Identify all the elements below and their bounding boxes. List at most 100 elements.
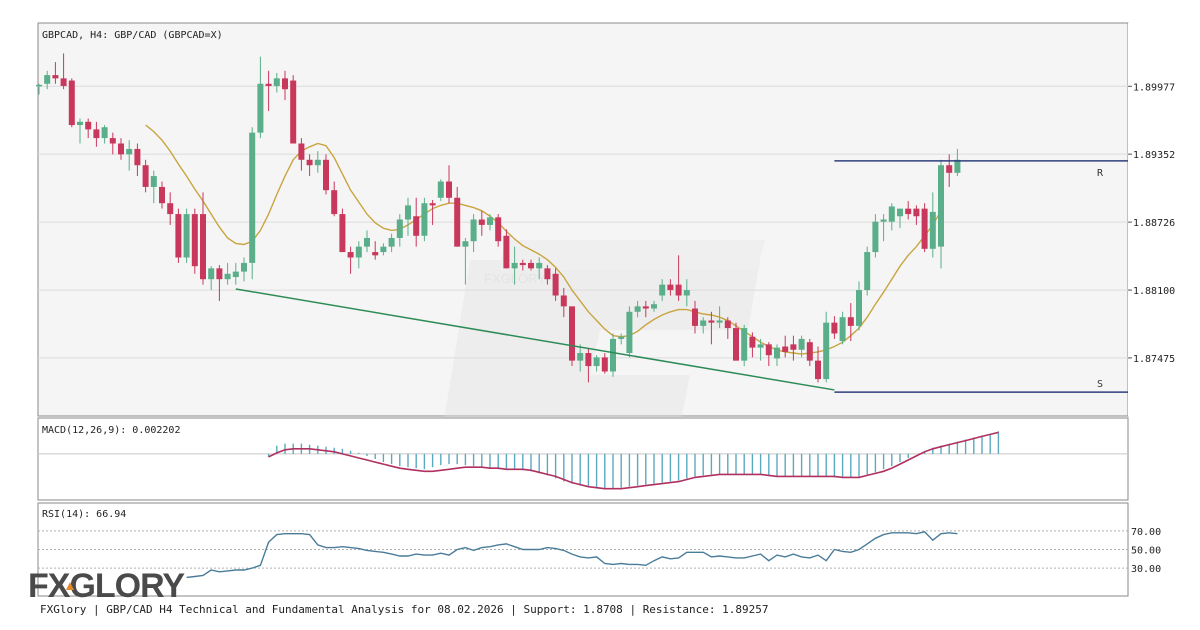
candle-body bbox=[741, 328, 748, 361]
bullish-candle bbox=[880, 214, 887, 242]
bearish-candle bbox=[372, 241, 379, 260]
candle-body bbox=[60, 78, 67, 86]
bearish-candle bbox=[109, 132, 116, 155]
bearish-candle bbox=[331, 181, 338, 217]
candle-body bbox=[364, 237, 370, 247]
price-tick-label: 1.87475 bbox=[1133, 354, 1175, 365]
candle-body bbox=[503, 235, 510, 269]
bullish-candle bbox=[577, 344, 584, 372]
price-tick-label: 1.89977 bbox=[1133, 82, 1175, 93]
candle-body bbox=[929, 211, 936, 249]
bullish-candle bbox=[380, 243, 387, 256]
candle-body bbox=[265, 83, 272, 86]
footer-support: Support: 1.8708 bbox=[523, 603, 623, 616]
candle-body bbox=[618, 336, 625, 339]
footer-brand: FXGlory bbox=[40, 603, 87, 616]
bearish-candle bbox=[282, 70, 288, 101]
candle-body bbox=[208, 268, 215, 280]
bullish-candle bbox=[126, 140, 133, 171]
bearish-candle bbox=[733, 322, 739, 361]
rsi-title: RSI(14): 66.94 bbox=[42, 509, 126, 520]
candle-body bbox=[109, 138, 116, 144]
candle-body bbox=[273, 78, 280, 86]
candle-body bbox=[659, 284, 666, 296]
bearish-candle bbox=[847, 303, 854, 342]
candle-body bbox=[577, 353, 584, 361]
macd-title: MACD(12,26,9): 0.002202 bbox=[42, 425, 180, 436]
bullish-candle bbox=[634, 300, 641, 318]
bearish-candle bbox=[290, 75, 297, 144]
bearish-candle bbox=[216, 265, 223, 301]
candle-body bbox=[897, 208, 903, 217]
bearish-candle bbox=[478, 210, 485, 236]
candles-layer bbox=[36, 53, 961, 383]
candle-body bbox=[634, 306, 641, 312]
footer-sep: | bbox=[629, 603, 637, 616]
candle-body bbox=[396, 219, 403, 238]
bearish-candle bbox=[85, 118, 92, 139]
rsi-tick-label: 30.00 bbox=[1131, 564, 1161, 575]
bullish-candle bbox=[618, 333, 625, 345]
bullish-candle bbox=[405, 197, 411, 236]
candle-body bbox=[716, 320, 723, 323]
bullish-candle bbox=[897, 208, 903, 229]
candle-body bbox=[347, 252, 354, 258]
candle-body bbox=[167, 203, 174, 215]
candle-body bbox=[323, 159, 329, 191]
bearish-candle bbox=[708, 311, 715, 345]
bearish-candle bbox=[175, 208, 182, 263]
bullish-candle bbox=[536, 257, 543, 280]
bearish-candle bbox=[413, 197, 420, 247]
bearish-candle bbox=[675, 255, 682, 301]
candle-body bbox=[782, 346, 789, 352]
footer-caption: FXGlory | GBP/CAD H4 Technical and Funda… bbox=[40, 603, 769, 616]
rsi-tick-label: 50.00 bbox=[1131, 546, 1161, 557]
candle-body bbox=[85, 121, 92, 130]
candle-body bbox=[856, 290, 862, 326]
bearish-candle bbox=[454, 186, 461, 247]
candle-body bbox=[462, 241, 469, 247]
price-axis bbox=[1128, 23, 1158, 416]
bearish-candle bbox=[118, 138, 124, 160]
candle-body bbox=[52, 75, 59, 79]
candle-body bbox=[610, 338, 616, 372]
candle-body bbox=[864, 252, 871, 291]
bullish-candle bbox=[36, 83, 42, 95]
bearish-candle bbox=[544, 265, 551, 285]
bullish-candle bbox=[954, 148, 961, 177]
bullish-candle bbox=[798, 335, 805, 358]
bearish-candle bbox=[790, 335, 797, 361]
candle-body bbox=[683, 290, 690, 296]
bullish-candle bbox=[355, 241, 362, 269]
candle-body bbox=[495, 217, 502, 242]
bullish-candle bbox=[101, 125, 108, 144]
macd-layer bbox=[38, 431, 1128, 490]
main-chart-title: GBPCAD, H4: GBP/CAD (GBPCAD=X) bbox=[42, 30, 223, 41]
bearish-candle bbox=[692, 300, 698, 334]
bullish-candle bbox=[872, 214, 879, 258]
bearish-candle bbox=[191, 208, 198, 274]
candle-body bbox=[380, 246, 387, 253]
candle-body bbox=[708, 320, 715, 323]
candle-body bbox=[790, 344, 797, 350]
bullish-candle bbox=[273, 72, 280, 93]
candle-body bbox=[101, 127, 108, 139]
macd-panel[interactable] bbox=[37, 417, 1129, 501]
candle-body bbox=[765, 344, 772, 356]
resistance-label: R bbox=[1097, 168, 1104, 179]
candle-body bbox=[798, 338, 805, 350]
price-tick-label: 1.89352 bbox=[1133, 150, 1175, 161]
candle-body bbox=[388, 237, 395, 247]
candle-body bbox=[175, 214, 182, 258]
candle-body bbox=[470, 219, 477, 242]
candle-body bbox=[93, 129, 100, 139]
footer-resistance: Resistance: 1.89257 bbox=[642, 603, 769, 616]
main-chart-panel[interactable] bbox=[37, 22, 1129, 417]
bearish-candle bbox=[569, 306, 575, 367]
bearish-candle bbox=[339, 208, 346, 253]
bullish-candle bbox=[437, 179, 444, 202]
bullish-candle bbox=[44, 70, 51, 90]
bearish-candle bbox=[93, 121, 100, 147]
bearish-candle bbox=[552, 268, 559, 301]
rsi-tick-label: 70.00 bbox=[1131, 527, 1161, 538]
